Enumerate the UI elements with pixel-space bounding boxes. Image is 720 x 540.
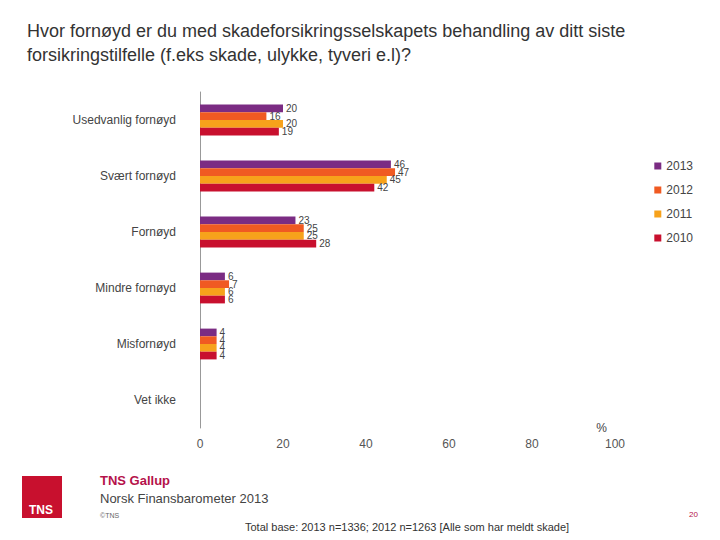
svg-text:2013: 2013 [666,159,693,173]
svg-text:Vet ikke: Vet ikke [134,393,176,407]
svg-text:60: 60 [442,437,456,451]
svg-text:6: 6 [227,271,234,282]
svg-text:23: 23 [298,214,310,226]
svg-text:Usedvanlig fornøyd: Usedvanlig fornøyd [73,113,176,127]
svg-text:7: 7 [232,278,238,290]
svg-text:2011: 2011 [666,207,692,221]
svg-text:0: 0 [197,437,204,451]
svg-text:Fornøyd: Fornøyd [131,225,176,239]
svg-text:28: 28 [319,238,331,249]
svg-text:20: 20 [276,437,290,451]
svg-text:2012: 2012 [666,183,693,197]
svg-text:©TNS: ©TNS [100,512,119,519]
svg-text:20: 20 [689,510,698,519]
svg-text:4: 4 [219,342,226,354]
svg-text:Svært fornøyd: Svært fornøyd [100,169,176,183]
svg-text:TNS Gallup: TNS Gallup [100,473,170,488]
svg-text:Misfornøyd: Misfornøyd [117,337,176,351]
svg-text:TNS: TNS [29,503,53,517]
svg-text:Mindre fornøyd: Mindre fornøyd [95,281,176,295]
svg-text:forsikringstilfelle (f.eks ska: forsikringstilfelle (f.eks skade, ulykke… [27,45,411,65]
svg-text:25: 25 [306,222,318,234]
svg-text:19: 19 [282,126,294,137]
svg-text:45: 45 [390,174,402,185]
svg-text:4: 4 [219,327,226,338]
svg-text:40: 40 [359,437,373,451]
svg-text:2010: 2010 [666,231,693,245]
svg-text:20: 20 [286,118,298,130]
svg-text:25: 25 [307,230,319,241]
svg-text:%: % [596,421,607,435]
svg-text:80: 80 [525,437,539,451]
svg-text:6: 6 [228,294,234,305]
svg-text:4: 4 [220,350,226,361]
svg-text:Total base: 2013 n=1336; 2012: Total base: 2013 n=1336; 2012 n=1263 [Al… [245,521,569,533]
svg-text:Hvor fornøyd er du med skadefo: Hvor fornøyd er du med skadeforsikringss… [27,21,630,41]
svg-text:16: 16 [269,111,281,122]
svg-text:Norsk Finansbarometer 2013: Norsk Finansbarometer 2013 [100,491,268,506]
svg-text:6: 6 [227,286,234,298]
svg-text:4: 4 [219,334,226,346]
svg-text:47: 47 [398,166,410,178]
svg-text:100: 100 [605,437,625,451]
svg-text:42: 42 [377,182,389,193]
svg-text:46: 46 [393,158,405,170]
svg-text:20: 20 [286,103,298,114]
